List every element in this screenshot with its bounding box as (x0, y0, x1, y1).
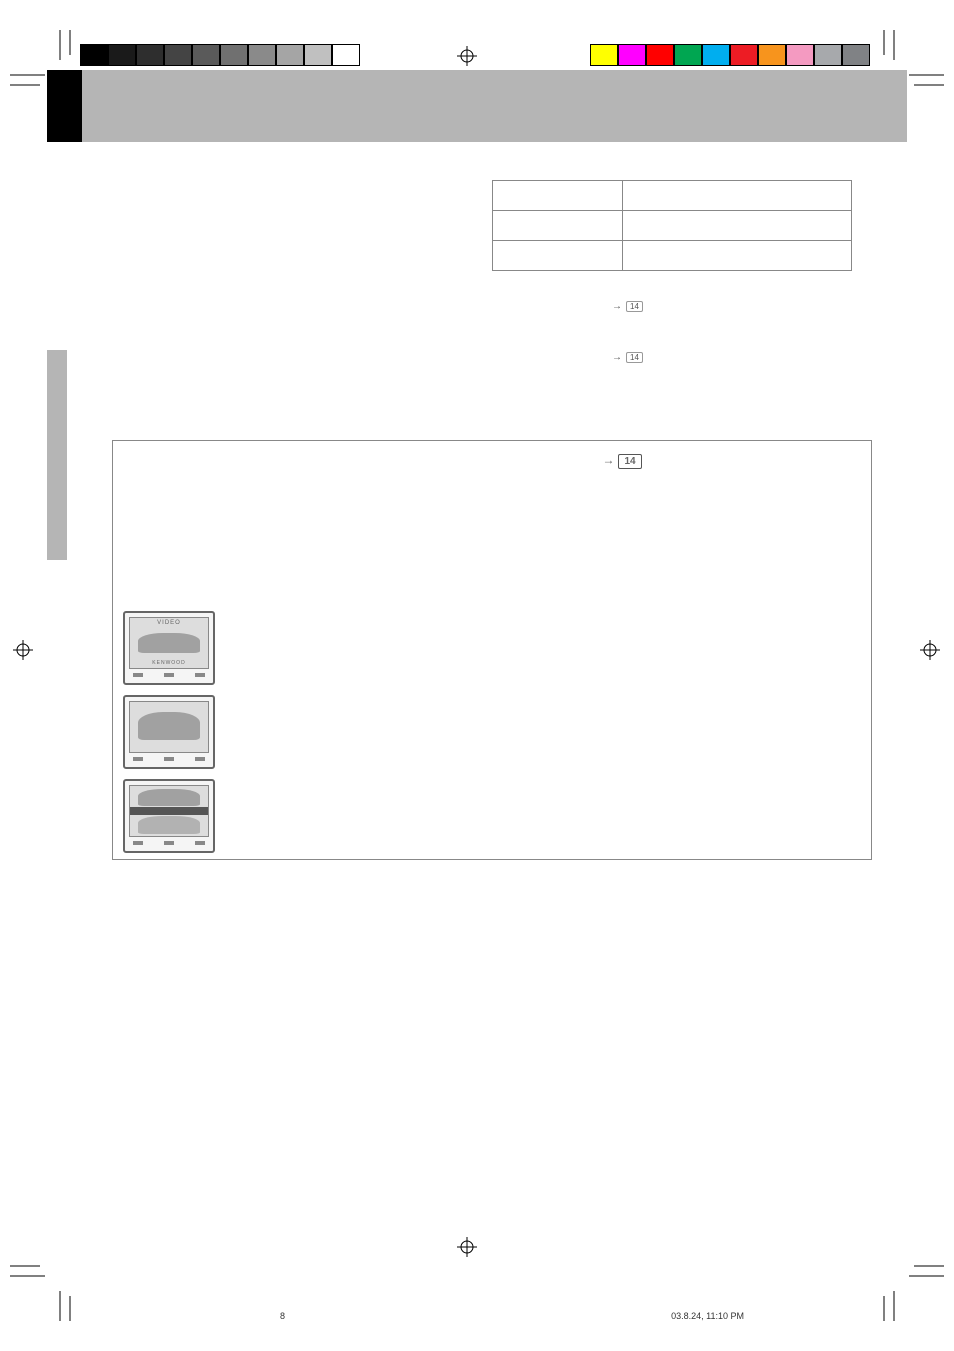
chapter-tab (47, 70, 82, 142)
tv-top-label: VIDEO (130, 620, 208, 626)
page-ref-icon: 14 (626, 301, 643, 312)
tv-example-full (123, 695, 215, 769)
table-cell (623, 241, 852, 271)
table-cell (493, 241, 623, 271)
table-row (493, 181, 852, 211)
section-header-bar (47, 70, 907, 142)
table-cell (623, 211, 852, 241)
grayscale-registration-bar (80, 44, 360, 66)
table-cell (493, 211, 623, 241)
car-image-icon (138, 789, 200, 807)
side-index-tab (47, 350, 67, 560)
right-text-column: →14 →14 (492, 170, 872, 363)
info-top-row: →14 (385, 453, 859, 469)
footer-page-number: 8 (280, 1311, 285, 1321)
tv-examples-column: VIDEO KENWOOD (123, 611, 223, 863)
table-row (493, 241, 852, 271)
table-row (493, 211, 852, 241)
registration-mark-left (13, 640, 33, 660)
info-callout-box: →14 VIDEO KENWOOD (112, 440, 872, 860)
page-content: →14 →14 →14 VIDEO KENWOOD (47, 70, 907, 1270)
table-cell (493, 181, 623, 211)
car-image-icon (138, 712, 200, 740)
settings-table (492, 180, 852, 271)
footer-timestamp: 03.8.24, 11:10 PM (671, 1311, 744, 1321)
note-line-1: →14 (492, 301, 872, 312)
registration-mark-top (457, 46, 477, 66)
table-cell (623, 181, 852, 211)
note-line-2: →14 (492, 352, 872, 363)
car-image-icon (138, 633, 200, 653)
tv-bottom-label: KENWOOD (130, 660, 208, 666)
color-registration-bar (590, 44, 870, 66)
page-ref-icon: 14 (626, 352, 643, 363)
tv-example-normal: VIDEO KENWOOD (123, 611, 215, 685)
tv-example-split (123, 779, 215, 853)
page-ref-icon: 14 (618, 454, 641, 469)
registration-mark-right (920, 640, 940, 660)
